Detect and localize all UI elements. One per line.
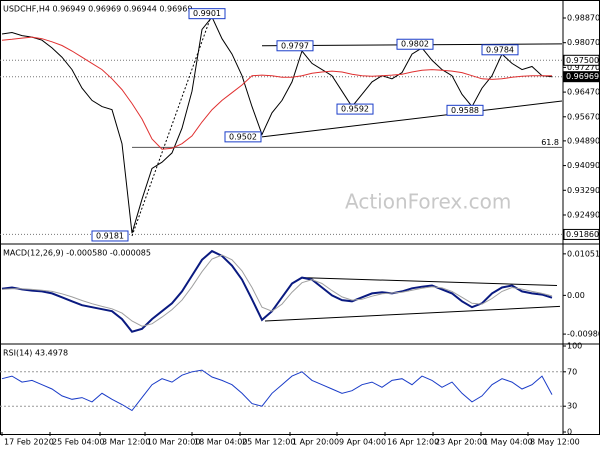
y-tick-label: 0.98070 [567, 38, 600, 47]
x-tick-label: 17 Feb 2020 [4, 438, 54, 447]
y-tick-label: 0.94890 [567, 136, 600, 145]
series-line [1, 369, 553, 412]
trend-line [264, 305, 561, 322]
trend-line [301, 277, 558, 286]
annotation-label: 0.9784 [486, 45, 514, 54]
y-tick-label: 30 [567, 402, 577, 411]
x-tick-label: 18 Mar 04:00 [194, 438, 247, 447]
y-tick-label: 0.00 [567, 291, 585, 300]
annotation-box [188, 8, 226, 20]
x-tick-label: 25 Mar 12:00 [242, 438, 295, 447]
marker-label: 0.91860 [566, 230, 599, 239]
x-tick-label: 10 Mar 20:00 [147, 438, 200, 447]
marker-label: 0.96969 [566, 72, 599, 81]
y-tick-label: 0.96470 [567, 88, 600, 97]
y-tick-label: 0.94090 [567, 161, 600, 170]
annotation-box [396, 38, 434, 50]
annotation-label: 0.9797 [281, 41, 309, 50]
y-tick-label: -0.009804 [567, 330, 600, 339]
marker-box [563, 228, 600, 240]
series-line [1, 254, 553, 327]
watermark: ActionForex.com [345, 190, 511, 214]
y-tick-label: 0.97270 [567, 63, 600, 72]
y-tick-label: 100 [567, 342, 582, 351]
y-tick-label: 0 [567, 428, 572, 437]
series-line [1, 249, 553, 333]
annotation-box [91, 230, 129, 242]
annotation-label: 0.9592 [341, 105, 369, 114]
x-tick-label: 1 May 04:00 [483, 438, 533, 447]
y-tick-label: 0.95670 [567, 112, 600, 121]
y-tick-label: 0.98870 [567, 13, 600, 22]
series-line [1, 36, 552, 150]
x-tick-label: 25 Feb 04:00 [52, 438, 104, 447]
y-tick-label: 0.010513 [567, 249, 600, 258]
y-tick-label: 0.92490 [567, 210, 600, 219]
x-tick-label: 9 Apr 04:00 [339, 438, 386, 447]
annotation-box [276, 40, 314, 52]
frame [0, 0, 600, 435]
fib-label: 61.8 [541, 138, 559, 147]
annotation-box [224, 131, 262, 143]
annotation-box [446, 104, 484, 116]
annotation-label: 0.9588 [451, 106, 479, 115]
annotation-label: 0.9502 [229, 132, 257, 141]
annotation-label: 0.9181 [96, 231, 124, 240]
x-tick-label: 1 Apr 20:00 [292, 438, 339, 447]
panel-title: RSI(14) 43.4978 [3, 349, 68, 358]
marker-label: 0.97500 [566, 56, 599, 65]
marker-box [563, 71, 600, 83]
series-line [1, 16, 553, 234]
x-tick-label: 8 May 12:00 [530, 438, 580, 447]
y-tick-label: 0.93290 [567, 186, 600, 195]
panel-title: MACD(12,26,9) -0.000580 -0.000085 [3, 249, 151, 258]
x-tick-label: 16 Apr 12:00 [387, 438, 439, 447]
panel-title: USDCHF,H4 0.96949 0.96969 0.96944 0.9696… [3, 5, 192, 14]
x-tick-label: 23 Apr 20:00 [435, 438, 487, 447]
y-tick-label: 70 [567, 367, 577, 376]
annotation-box [481, 44, 519, 56]
trend-line [261, 100, 563, 138]
annotation-box [336, 103, 374, 115]
annotation-label: 0.9802 [401, 40, 429, 49]
marker-box [563, 54, 600, 66]
x-tick-label: 3 Mar 12:00 [102, 438, 150, 447]
annotation-label: 0.9901 [193, 9, 221, 18]
